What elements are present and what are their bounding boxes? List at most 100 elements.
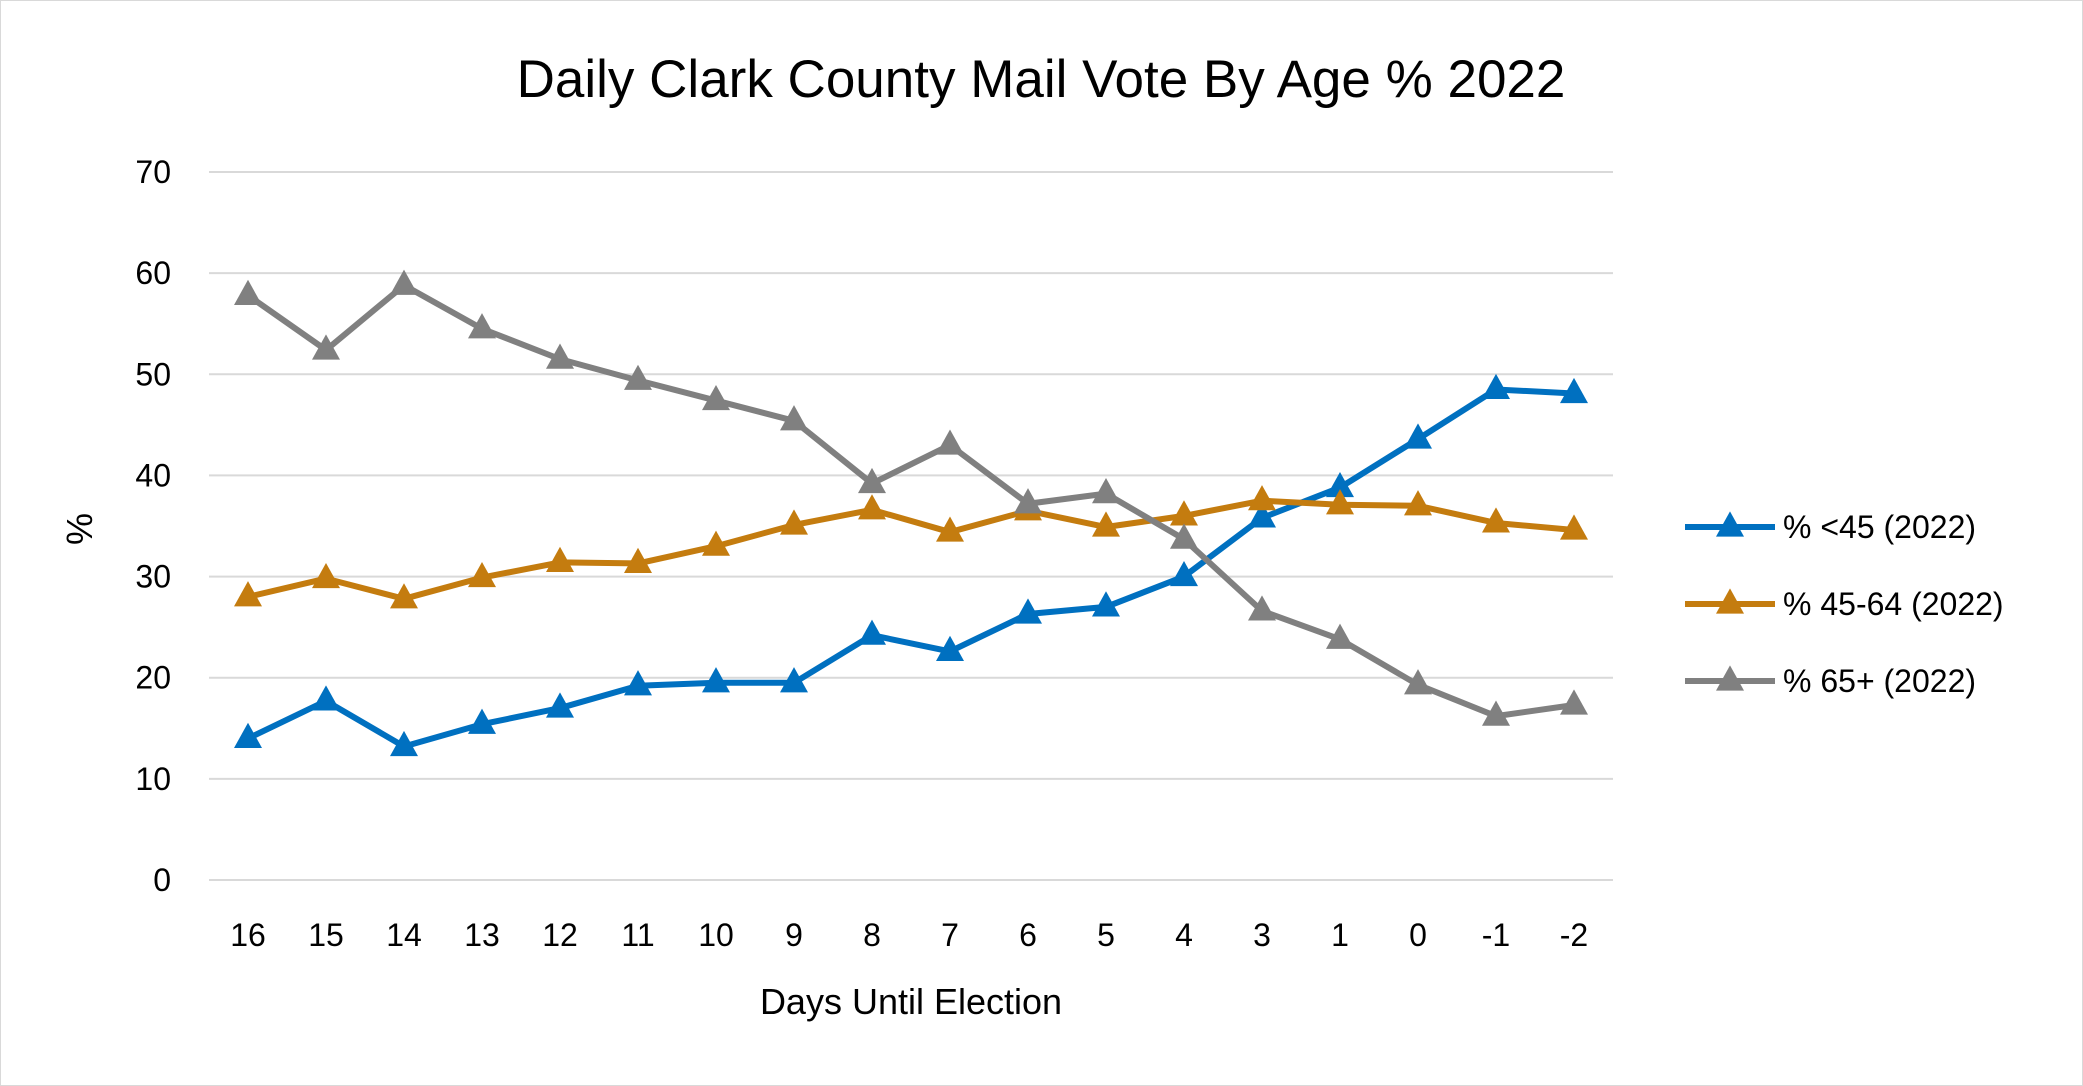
x-tick-label: 6 xyxy=(1019,917,1037,953)
x-tick-label: 9 xyxy=(785,917,803,953)
series-line xyxy=(245,282,1577,720)
series-line xyxy=(245,497,1577,602)
legend-item: % 65+ (2022) xyxy=(1685,663,1976,699)
y-tick-label: 70 xyxy=(135,154,171,190)
x-tick-label: -2 xyxy=(1560,917,1588,953)
legend-marker xyxy=(1716,588,1744,614)
data-point-marker xyxy=(546,343,574,369)
data-point-marker xyxy=(1248,485,1276,511)
x-axis-ticks: 16 15 14 13 12 11 10 9 8 7 6 5 4 3 1 0 -1 -2 xyxy=(230,917,1588,953)
x-tick-label: 0 xyxy=(1409,917,1427,953)
data-point-marker xyxy=(390,269,418,295)
x-tick-label: 12 xyxy=(542,917,578,953)
data-point-marker xyxy=(858,467,886,494)
x-tick-label: 5 xyxy=(1097,917,1115,953)
data-point-marker xyxy=(1482,700,1510,726)
data-point-marker xyxy=(390,730,418,757)
series-line xyxy=(245,386,1577,750)
y-tick-label: 30 xyxy=(135,559,171,595)
data-point-marker xyxy=(468,708,496,734)
x-tick-label: 15 xyxy=(308,917,344,953)
data-point-marker xyxy=(1092,591,1120,617)
data-point-marker xyxy=(1326,489,1354,515)
data-point-marker xyxy=(234,581,262,607)
data-point-marker xyxy=(1170,523,1198,549)
data-point-marker xyxy=(1170,560,1198,587)
legend-label: % 65+ (2022) xyxy=(1783,663,1976,699)
data-point-marker xyxy=(312,562,340,589)
data-point-marker xyxy=(1092,478,1120,504)
x-tick-label: 4 xyxy=(1175,917,1193,953)
gridlines xyxy=(209,171,1613,881)
y-tick-label: 0 xyxy=(153,862,171,898)
y-tick-label: 20 xyxy=(135,660,171,696)
data-point-marker xyxy=(624,670,652,696)
data-point-marker xyxy=(546,546,574,572)
data-point-marker xyxy=(702,667,730,693)
series-2 xyxy=(234,269,1588,726)
x-tick-label: -1 xyxy=(1482,917,1510,953)
data-point-marker xyxy=(1482,373,1510,400)
data-point-marker xyxy=(1092,511,1120,537)
y-axis-label: % xyxy=(59,513,100,545)
data-point-marker xyxy=(234,279,262,305)
chart-title: Daily Clark County Mail Vote By Age % 20… xyxy=(517,50,1566,109)
legend-label: % 45-64 (2022) xyxy=(1783,586,2004,622)
data-point-marker xyxy=(546,692,574,718)
data-point-marker xyxy=(234,722,262,748)
series-0 xyxy=(234,373,1588,757)
data-point-marker xyxy=(312,334,340,360)
data-point-marker xyxy=(1170,500,1198,526)
x-tick-label: 1 xyxy=(1331,917,1349,953)
legend-marker xyxy=(1716,511,1744,537)
series-1 xyxy=(234,485,1588,609)
y-axis-ticks: 0 10 20 30 40 50 60 70 xyxy=(135,154,171,898)
x-tick-label: 16 xyxy=(230,917,266,953)
data-point-marker xyxy=(1404,669,1432,695)
data-point-marker xyxy=(936,516,964,542)
x-tick-label: 14 xyxy=(386,917,422,953)
data-point-marker xyxy=(390,583,418,609)
legend-item: % 45-64 (2022) xyxy=(1685,586,2004,622)
data-point-marker xyxy=(1404,423,1432,449)
data-point-marker xyxy=(1326,623,1354,649)
data-point-marker xyxy=(1248,595,1276,621)
data-point-marker xyxy=(1482,507,1510,533)
y-tick-label: 40 xyxy=(135,457,171,493)
data-point-marker xyxy=(936,635,964,661)
data-point-marker xyxy=(468,561,496,588)
legend-item: % <45 (2022) xyxy=(1685,509,1976,545)
data-point-marker xyxy=(1014,488,1042,514)
legend-marker xyxy=(1716,665,1744,691)
x-axis-label: Days Until Election xyxy=(760,981,1062,1022)
data-point-marker xyxy=(1560,377,1588,404)
data-point-marker xyxy=(1326,471,1354,498)
data-point-marker xyxy=(624,364,652,390)
data-point-marker xyxy=(702,384,730,411)
data-point-marker xyxy=(312,685,340,711)
x-tick-label: 8 xyxy=(863,917,881,953)
data-point-marker xyxy=(780,509,808,535)
data-point-marker xyxy=(1560,689,1588,715)
x-tick-label: 11 xyxy=(621,917,654,953)
data-point-marker xyxy=(1404,490,1432,516)
y-tick-label: 50 xyxy=(135,356,171,392)
data-point-marker xyxy=(702,530,730,556)
legend-label: % <45 (2022) xyxy=(1783,509,1976,545)
x-tick-label: 13 xyxy=(464,917,500,953)
data-point-marker xyxy=(1014,598,1042,624)
data-point-marker xyxy=(936,429,964,455)
x-tick-label: 10 xyxy=(698,917,734,953)
data-point-marker xyxy=(858,494,886,520)
series-lines xyxy=(234,269,1588,757)
y-tick-label: 60 xyxy=(135,255,171,291)
x-tick-label: 3 xyxy=(1253,917,1271,953)
data-point-marker xyxy=(780,405,808,431)
data-point-marker xyxy=(780,667,808,693)
data-point-marker xyxy=(1560,514,1588,540)
data-point-marker xyxy=(468,313,496,339)
y-tick-label: 10 xyxy=(135,761,171,797)
data-point-marker xyxy=(624,547,652,573)
